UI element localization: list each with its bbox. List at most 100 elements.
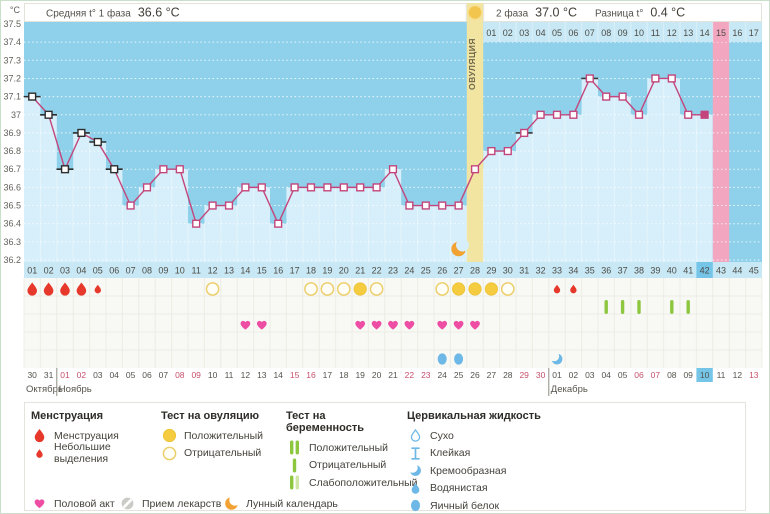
intercourse-icon: [355, 320, 366, 330]
date-label: 09: [191, 370, 201, 380]
temp-marker-day-28[interactable]: [470, 165, 480, 174]
temp-marker-day-13[interactable]: [224, 201, 234, 210]
date-label: 16: [306, 370, 316, 380]
y-tick-label: 36.7: [3, 164, 21, 174]
date-label: 31: [44, 370, 54, 380]
heart-icon: [34, 499, 45, 509]
cycle-day-label: 06: [109, 266, 119, 276]
day-column-fill: [335, 187, 352, 262]
temp-marker-day-10[interactable]: [175, 165, 184, 174]
phase2-day-numbers: 01 02 03 04 05 06 07 08 09 10 11 12 13 14 15 16 17: [486, 28, 758, 38]
temp-marker-day-15[interactable]: [257, 183, 266, 192]
temp-marker-day-29[interactable]: [487, 146, 496, 156]
day-column-fill: [598, 96, 615, 262]
date-label: 09: [683, 370, 693, 380]
day-column-fill: [122, 205, 139, 262]
date-label: 04: [601, 370, 611, 380]
day-column-fill: [581, 78, 598, 262]
temp-marker-day-23[interactable]: [388, 165, 398, 174]
day-column-fill: [614, 96, 631, 262]
day-column-fill: [270, 223, 287, 262]
drop-big-icon: [34, 429, 45, 443]
temp-marker-day-05[interactable]: [93, 137, 102, 147]
date-label: 08: [175, 370, 185, 380]
cycle-day-label: 10: [175, 266, 185, 276]
day-column-fill: [434, 205, 451, 262]
legend-item-label: Яичный белок: [430, 499, 500, 512]
legend-item-label: Лунный календарь: [246, 497, 338, 510]
cycle-day-label: 29: [486, 266, 496, 276]
temp-marker-day-32[interactable]: [536, 110, 545, 119]
date-label: 22: [405, 370, 415, 380]
temp-marker-day-37[interactable]: [618, 92, 627, 101]
menstruation-icon: [76, 282, 87, 296]
temp-marker-day-39[interactable]: [651, 74, 660, 83]
temp-marker-day-11[interactable]: [192, 219, 201, 228]
phase2-day-label: 13: [683, 28, 693, 38]
temp-marker-day-20[interactable]: [339, 183, 348, 192]
temp-marker-day-18[interactable]: [306, 183, 316, 192]
date-label: 12: [241, 370, 251, 380]
date-label: 01: [552, 370, 562, 380]
ovulation-band: [466, 3, 484, 262]
phase2-day-label: 11: [651, 28, 660, 38]
cycle-day-label: 31: [519, 266, 529, 276]
temp-marker-day-01[interactable]: [28, 92, 37, 101]
date-label: 19: [355, 370, 365, 380]
day-column-fill: [499, 151, 516, 262]
phase2-day-label: 02: [503, 28, 513, 38]
cycle-day-label: 22: [372, 266, 382, 276]
cycle-day-label: 11: [192, 266, 201, 276]
date-label: 10: [208, 370, 218, 380]
intercourse-icon: [470, 320, 480, 330]
temp-marker-day-30[interactable]: [503, 146, 512, 156]
temp-marker-day-31[interactable]: [520, 128, 529, 138]
temp-marker-day-24[interactable]: [405, 201, 414, 210]
temp-marker-day-02[interactable]: [44, 110, 53, 119]
temp-marker-day-19[interactable]: [323, 183, 332, 192]
temp-marker-day-14[interactable]: [241, 183, 250, 192]
temp-marker-day-09[interactable]: [159, 165, 168, 174]
ovulation-test-negative-icon: [336, 282, 351, 296]
temp-marker-day-22[interactable]: [372, 183, 381, 192]
phase2-day-label: 14: [700, 28, 710, 38]
cycle-day-label: 15: [257, 266, 267, 276]
temp-marker-day-40[interactable]: [667, 74, 676, 83]
temp-marker-day-41[interactable]: [684, 110, 693, 119]
ovulation-band-label: ОВУЛЯЦИЯ: [467, 38, 477, 90]
cycle-day-label: 12: [208, 266, 218, 276]
cycle-day-label: 13: [224, 266, 234, 276]
cycle-day-label: 09: [158, 266, 168, 276]
temp-marker-day-36[interactable]: [602, 92, 611, 101]
date-label: 11: [717, 370, 726, 380]
temp-marker-day-25[interactable]: [421, 201, 430, 210]
temp-marker-day-21[interactable]: [356, 183, 365, 192]
chart-plot: 01 02 03 04 05 06 07 08 09 10 11 12 13 14 15 16 17 01 02 03…: [23, 3, 763, 396]
temp-marker-day-17[interactable]: [290, 183, 299, 192]
cycle-day-label: 35: [585, 266, 595, 276]
temp-marker-day-38[interactable]: [634, 110, 644, 119]
temp-marker-day-26[interactable]: [438, 201, 447, 210]
cycle-day-label: 23: [388, 266, 398, 276]
pill-icon: [121, 497, 134, 510]
phase2-summary-box: [483, 3, 762, 22]
temp-marker-day-06[interactable]: [110, 165, 119, 174]
temp-marker-day-03[interactable]: [60, 165, 70, 174]
temp-marker-day-07[interactable]: [126, 201, 135, 210]
ovulation-test-positive-icon: [468, 282, 482, 296]
temp-marker-day-35[interactable]: [585, 74, 594, 83]
cycle-day-label: 41: [683, 266, 693, 276]
date-label: 25: [454, 370, 464, 380]
temp-marker-day-42[interactable]: [700, 110, 709, 119]
y-tick-label: 37.5: [3, 19, 21, 29]
temp-marker-day-12[interactable]: [208, 201, 217, 210]
temp-marker-day-34[interactable]: [569, 110, 578, 119]
legend-title: Цервикальная жидкость: [407, 410, 541, 422]
temp-marker-day-04[interactable]: [77, 128, 86, 138]
temp-marker-day-33[interactable]: [552, 110, 562, 119]
gridlines: [24, 41, 762, 261]
temp-marker-day-27[interactable]: [454, 201, 463, 210]
temp-marker-day-16[interactable]: [274, 219, 283, 228]
temp-marker-day-08[interactable]: [142, 183, 152, 192]
